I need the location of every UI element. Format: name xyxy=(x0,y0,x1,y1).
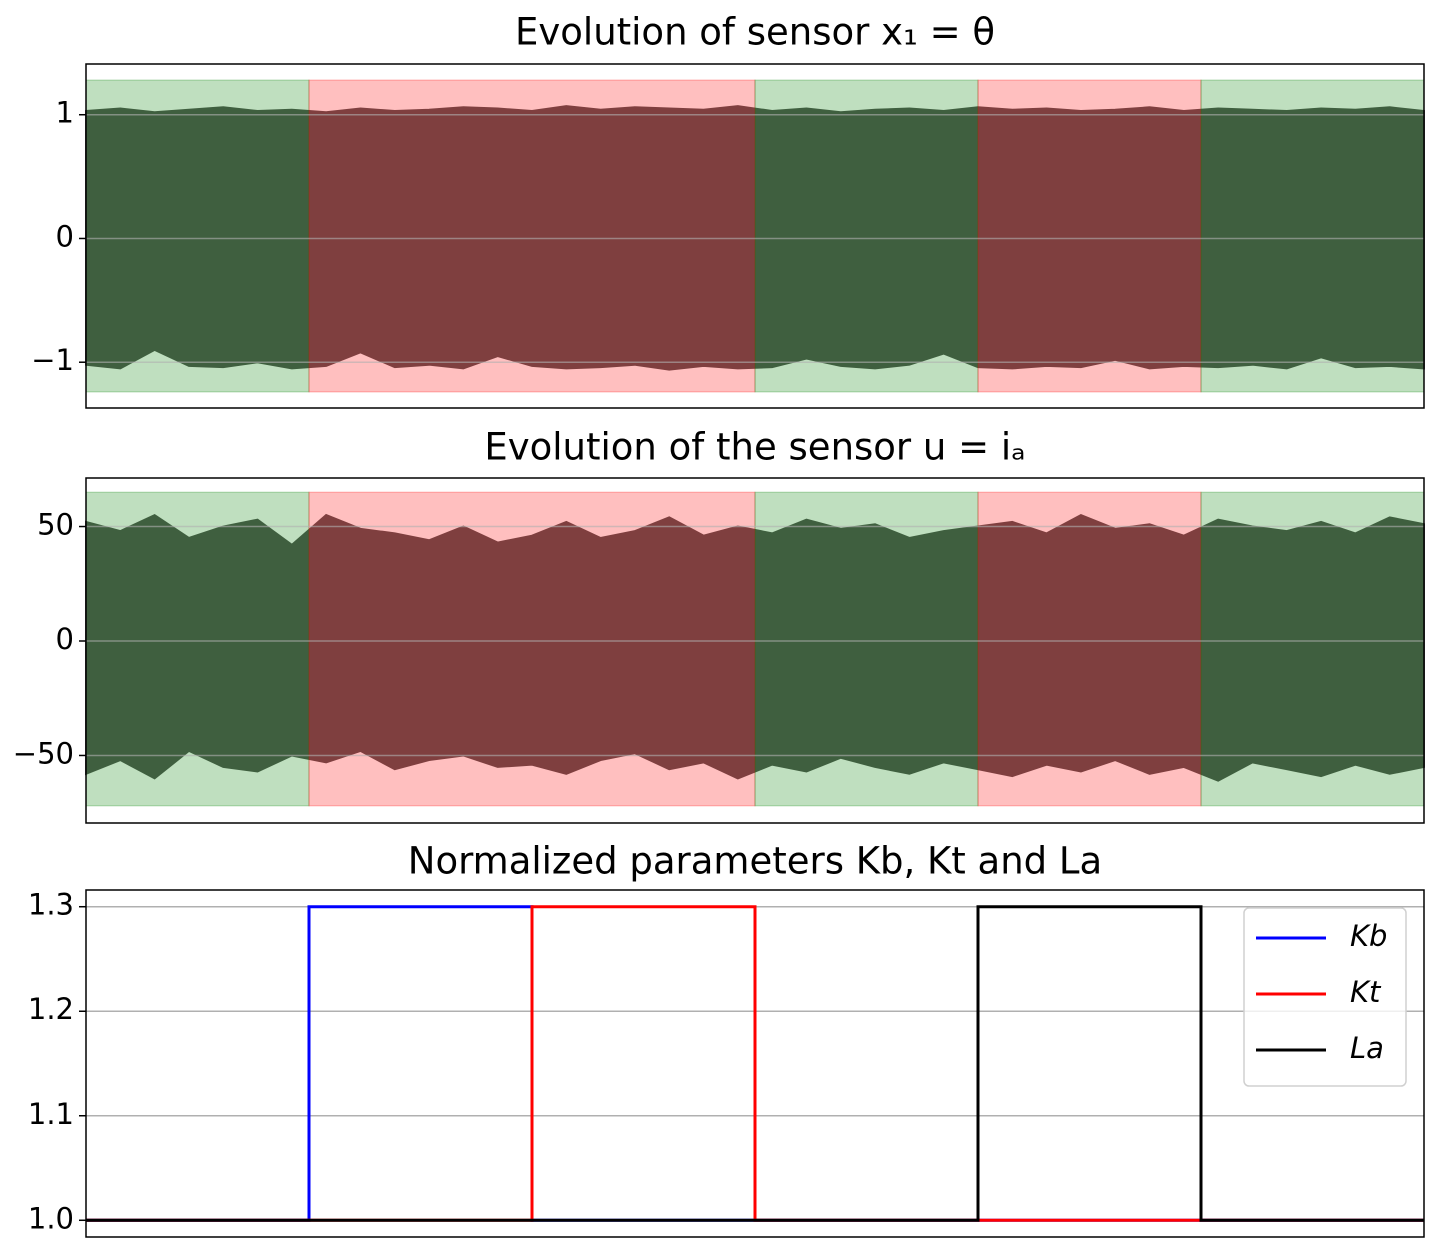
region-span xyxy=(754,79,979,393)
chart-title: Normalized parameters Kb, Kt and La xyxy=(408,840,1102,883)
legend-label: Kt xyxy=(1350,975,1382,1009)
chart-title: Evolution of sensor x₁ = θ xyxy=(515,11,995,54)
y-tick-label: 1.1 xyxy=(28,1097,74,1131)
y-tick-label: 1.3 xyxy=(28,888,74,922)
region-span xyxy=(1200,79,1425,393)
y-tick-label: −1 xyxy=(31,343,74,377)
y-tick-label: 0 xyxy=(56,219,74,253)
legend-box xyxy=(1243,907,1407,1087)
region-span xyxy=(308,79,756,393)
series-line xyxy=(86,905,1424,1222)
axes-frame xyxy=(85,477,1425,824)
legend-label: Kb xyxy=(1350,919,1387,953)
region-span xyxy=(85,491,310,807)
axes-frame xyxy=(85,889,1425,1238)
y-tick-label: 1.0 xyxy=(28,1201,74,1235)
legend-label: La xyxy=(1350,1031,1384,1065)
region-span xyxy=(85,79,310,393)
region-span xyxy=(308,491,756,807)
y-tick-label: −50 xyxy=(13,736,74,770)
region-span xyxy=(1200,491,1425,807)
region-span xyxy=(977,79,1202,393)
region-span xyxy=(977,491,1202,807)
axes-frame xyxy=(85,63,1425,409)
y-tick-label: 1.2 xyxy=(28,992,74,1026)
y-tick-label: 50 xyxy=(37,508,74,542)
y-tick-label: 0 xyxy=(56,622,74,656)
chart-title: Evolution of the sensor u = iₐ xyxy=(484,426,1025,469)
region-span xyxy=(754,491,979,807)
y-tick-label: 1 xyxy=(56,96,74,130)
